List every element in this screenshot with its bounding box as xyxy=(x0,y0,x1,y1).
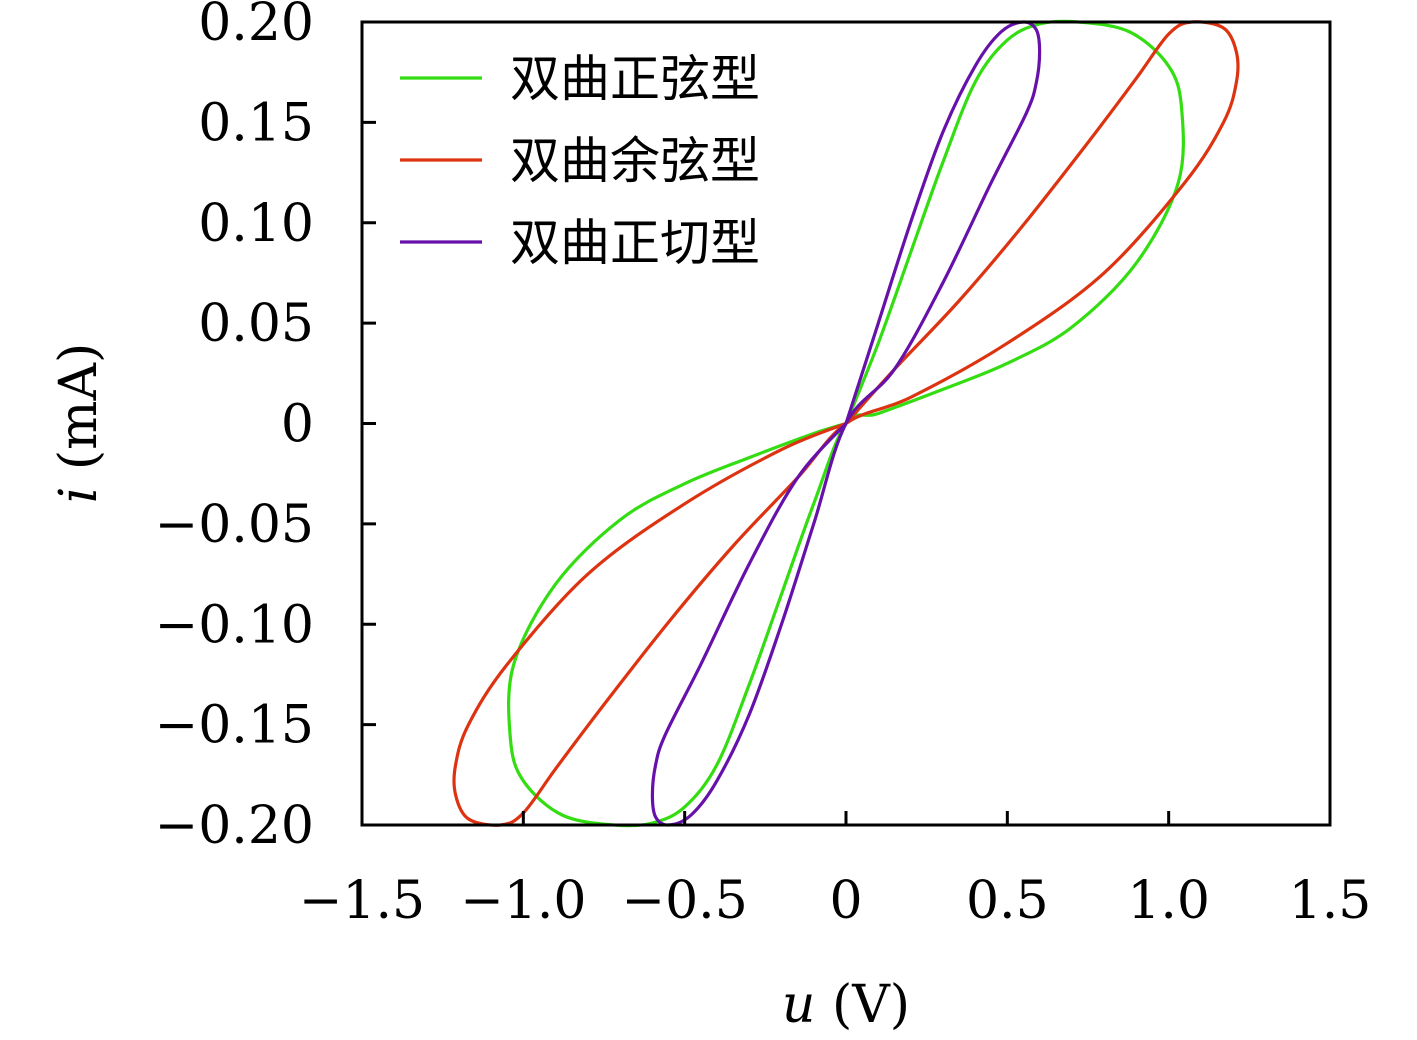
y-axis-title: i (mA) xyxy=(49,343,109,504)
x-tick-label: −1.5 xyxy=(299,871,425,931)
x-tick-label: 0.5 xyxy=(966,871,1049,931)
y-tick-label: −0.20 xyxy=(155,796,314,856)
y-axis-variable: i xyxy=(49,487,109,504)
ticks-layer: −1.5 −1.0 −0.5 0 0.5 1.0 1.5 0.20 0.15 0.10 0.05 0 −… xyxy=(155,0,1372,931)
series-layer xyxy=(452,19,1240,828)
y-tick-label: −0.15 xyxy=(155,696,314,756)
x-tick-label: −0.5 xyxy=(622,871,748,931)
y-tick-label: 0.15 xyxy=(198,93,314,153)
y-axis-unit: (mA) xyxy=(49,343,109,487)
y-tick-label: 0 xyxy=(281,395,314,455)
x-axis-variable: u xyxy=(782,975,816,1035)
x-tick-label: −1.0 xyxy=(460,871,586,931)
x-tick-label: 1.0 xyxy=(1127,871,1210,931)
y-tick-label: 0.05 xyxy=(198,294,314,354)
y-tick-label: −0.05 xyxy=(155,495,314,555)
x-axis-unit: (V) xyxy=(815,975,910,1035)
x-tick-label: 0 xyxy=(829,871,862,931)
series-line-3 xyxy=(650,20,1042,827)
y-tick-label: −0.10 xyxy=(155,595,314,655)
x-axis-title: u (V) xyxy=(782,975,910,1035)
y-tick-label: 0.10 xyxy=(198,194,314,254)
legend-label-2: 双曲余弦型 xyxy=(510,132,760,190)
legend-label-3: 双曲正切型 xyxy=(510,214,760,272)
legend-label-1: 双曲正弦型 xyxy=(510,50,760,108)
y-tick-label: 0.20 xyxy=(198,0,314,53)
x-tick-label: 1.5 xyxy=(1289,871,1372,931)
